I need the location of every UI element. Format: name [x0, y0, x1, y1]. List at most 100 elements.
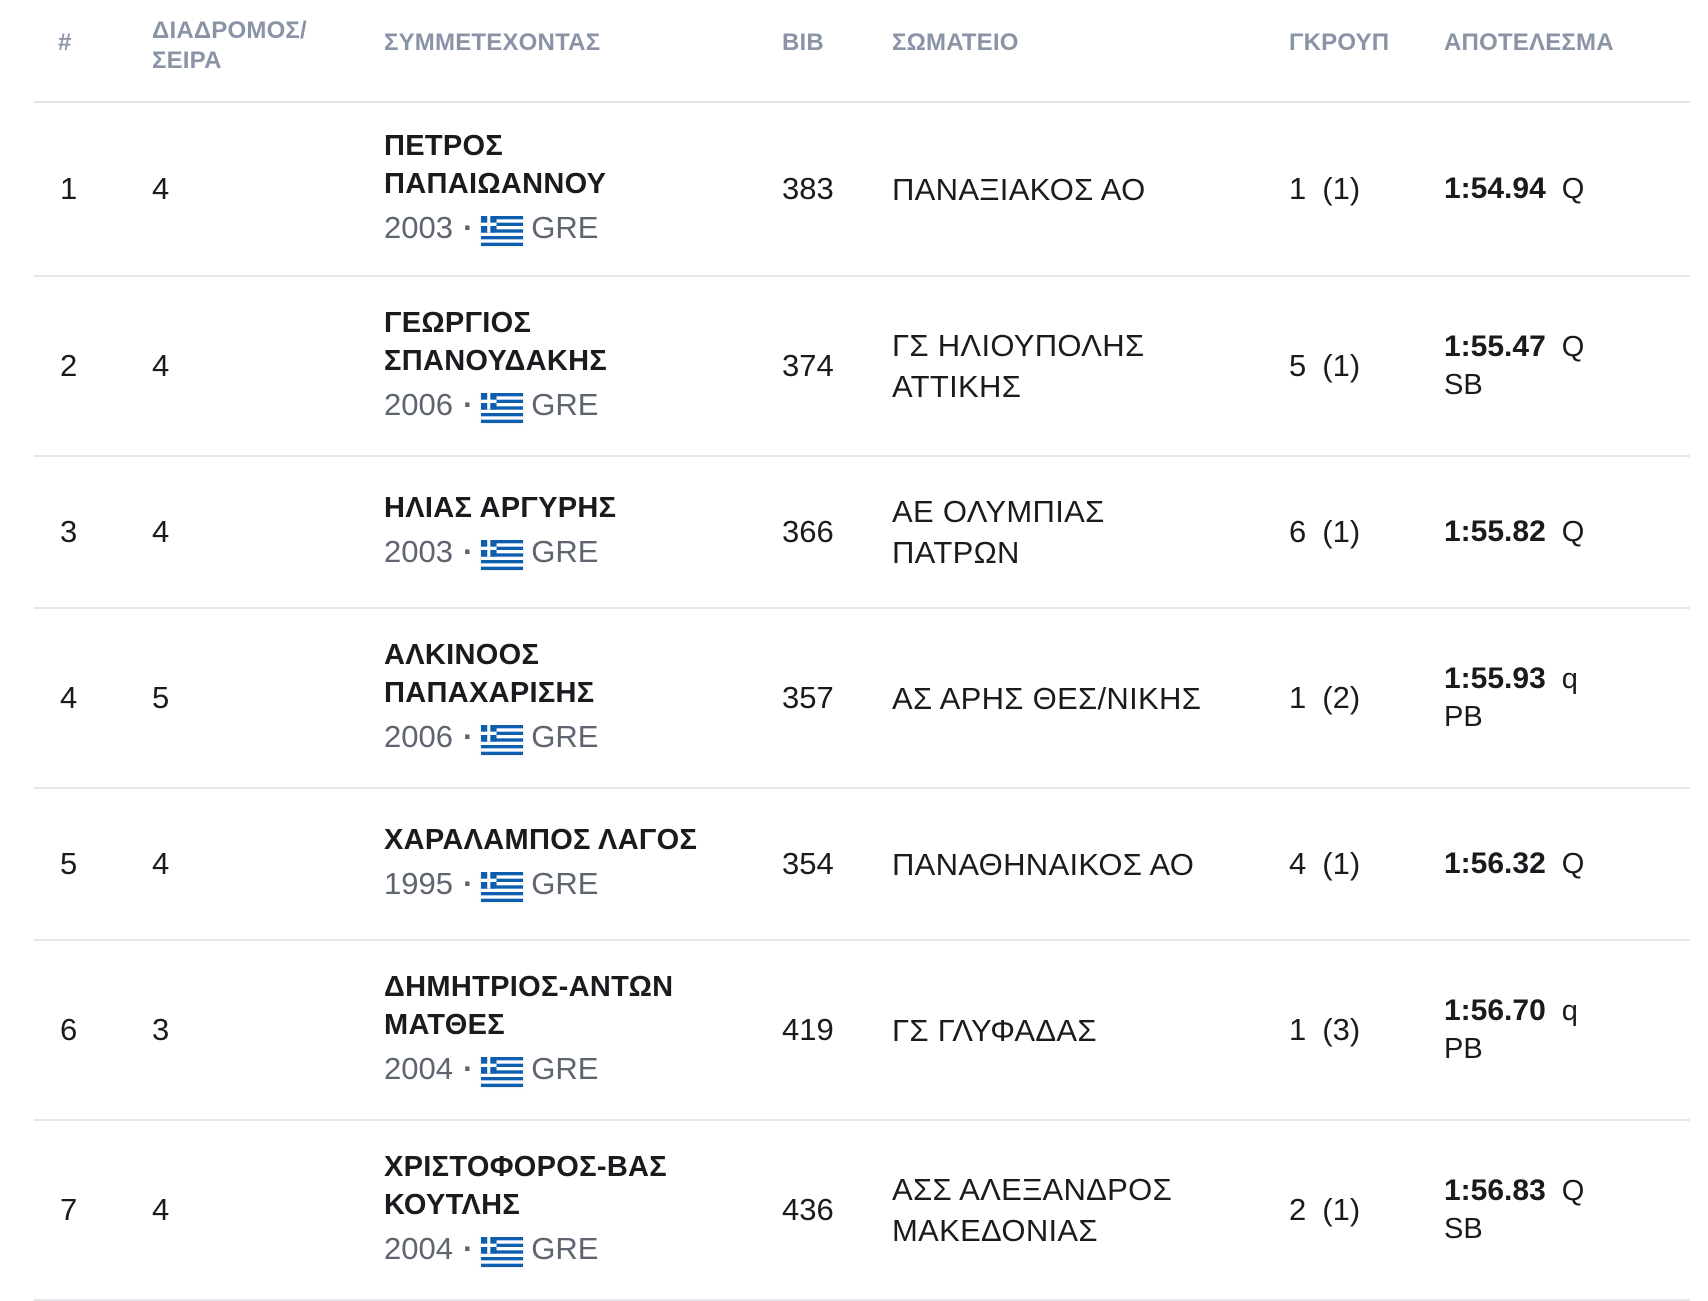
separator-dot: · [462, 1231, 474, 1266]
club-name: ΑΣ ΑΡΗΣ ΘΕΣ/ΝΙΚΗΣ [892, 680, 1202, 716]
athlete-meta: 2006 · GRE [384, 382, 607, 428]
country-code: GRE [531, 534, 599, 569]
athlete-name-link[interactable]: ΠΕΤΡΟΣ ΠΑΠΑΙΩΑΝΝΟΥ [384, 130, 607, 200]
separator-dot: · [462, 534, 474, 569]
club-name: ΓΣ ΓΛΥΦΑΔΑΣ [892, 1012, 1097, 1048]
header-group: ΓΚΡΟΥΠ [1289, 29, 1390, 56]
qualification-mark: Q [1561, 331, 1585, 363]
lane-value: 4 [152, 514, 170, 549]
table-header: # ΔΙΑΔΡΟΜΟΣ/ ΣΕΙΡΑ ΣΥΜΜΕΤΕΧΟΝΤΑΣ BIB ΣΩΜ… [34, 0, 1690, 103]
country-code: GRE [531, 387, 599, 422]
lane-cell: 5 [152, 609, 169, 787]
club-cell: ΑΣΣ ΑΛΕΞΑΝΔΡΟΣ ΜΑΚΕΔΟΝΙΑΣ [892, 1121, 1332, 1299]
table-row[interactable]: 7 4 ΧΡΙΣΤΟΦΟΡΟΣ-ΒΑΣ ΚΟΥΤΛΗΣ 2004 · GRE 436 ΑΣΣ … [34, 1121, 1690, 1301]
result-cell: 1:56.32 Q [1444, 789, 1684, 939]
result-cell: 1:55.82 Q [1444, 457, 1684, 607]
club-cell: ΠΑΝΑΘΗΝΑΙΚΟΣ ΑΟ [892, 789, 1332, 939]
bib-value: 374 [782, 348, 834, 383]
record-badge: PB [1444, 1033, 1483, 1065]
birth-year: 2006 [384, 387, 453, 422]
greece-flag-icon [481, 1054, 524, 1087]
athlete-name-link[interactable]: ΧΑΡΑΛΑΜΠΟΣ ΛΑΓΟΣ [384, 824, 698, 856]
bib-cell: 354 [782, 789, 834, 939]
bib-cell: 436 [782, 1121, 834, 1299]
lane-cell: 4 [152, 1121, 169, 1299]
birth-year: 2003 [384, 534, 453, 569]
table-row[interactable]: 1 4 ΠΕΤΡΟΣ ΠΑΠΑΙΩΑΝΝΟΥ 2003 · GRE 383 ΠΑΝΑΞΙΑΚΟ… [34, 103, 1690, 277]
athlete-name-link[interactable]: ΑΛΚΙΝΟΟΣ ΠΑΠΑΧΑΡΙΣΗΣ [384, 639, 595, 709]
result-time: 1:55.47 [1444, 330, 1546, 363]
results-table: # ΔΙΑΔΡΟΜΟΣ/ ΣΕΙΡΑ ΣΥΜΜΕΤΕΧΟΝΤΑΣ BIB ΣΩΜ… [34, 0, 1690, 1301]
group-value: 1 [1289, 1012, 1307, 1047]
country-code: GRE [531, 210, 599, 245]
greece-flag-icon [481, 537, 524, 570]
club-name: ΑΕ ΟΛΥΜΠΙΑΣ ΠΑΤΡΩΝ [892, 494, 1105, 570]
athlete-meta: 2003 · GRE [384, 529, 616, 575]
group-cell: 2 (1) [1289, 1121, 1360, 1299]
club-cell: ΑΣ ΑΡΗΣ ΘΕΣ/ΝΙΚΗΣ [892, 609, 1332, 787]
group-cell: 1 (2) [1289, 609, 1360, 787]
athlete-cell: ΓΕΩΡΓΙΟΣ ΣΠΑΝΟΥΔΑΚΗΣ 2006 · GRE [384, 277, 764, 455]
result-cell: 1:56.83 Q SB [1444, 1121, 1684, 1299]
athlete-meta: 2006 · GRE [384, 714, 598, 760]
table-row[interactable]: 6 3 ΔΗΜΗΤΡΙΟΣ-ΑΝΤΩΝ ΜΑΤΘΕΣ 2004 · GRE 419 ΓΣ ΓΛ… [34, 941, 1690, 1121]
country-code: GRE [531, 719, 599, 754]
header-athlete: ΣΥΜΜΕΤΕΧΟΝΤΑΣ [384, 29, 601, 56]
table-row[interactable]: 2 4 ΓΕΩΡΓΙΟΣ ΣΠΑΝΟΥΔΑΚΗΣ 2006 · GRE 374 ΓΣ ΗΛΙΟ… [34, 277, 1690, 457]
rank-cell: 2 [60, 277, 77, 455]
group-place: (2) [1322, 680, 1361, 715]
bib-value: 354 [782, 846, 834, 881]
table-row[interactable]: 3 4 ΗΛΙΑΣ ΑΡΓΥΡΗΣ 2003 · GRE 366 ΑΕ ΟΛΥΜΠΙΑΣ ΠΑ… [34, 457, 1690, 609]
rank-value: 2 [60, 348, 78, 383]
rank-value: 7 [60, 1192, 78, 1227]
record-badge: SB [1444, 1213, 1483, 1245]
athlete-cell: ΧΑΡΑΛΑΜΠΟΣ ΛΑΓΟΣ 1995 · GRE [384, 789, 764, 939]
lane-value: 4 [152, 348, 170, 383]
group-place: (1) [1322, 514, 1361, 549]
lane-cell: 4 [152, 277, 169, 455]
separator-dot: · [462, 866, 474, 901]
table-body: 1 4 ΠΕΤΡΟΣ ΠΑΠΑΙΩΑΝΝΟΥ 2003 · GRE 383 ΠΑΝΑΞΙΑΚΟ… [34, 103, 1690, 1301]
bib-cell: 419 [782, 941, 834, 1119]
result-cell: 1:56.70 q PB [1444, 941, 1684, 1119]
group-cell: 4 (1) [1289, 789, 1360, 939]
result-time: 1:56.70 [1444, 994, 1546, 1027]
club-cell: ΓΣ ΓΛΥΦΑΔΑΣ [892, 941, 1332, 1119]
athlete-name-link[interactable]: ΗΛΙΑΣ ΑΡΓΥΡΗΣ [384, 492, 617, 524]
group-value: 6 [1289, 514, 1307, 549]
group-value: 4 [1289, 846, 1307, 881]
rank-value: 4 [60, 680, 78, 715]
athlete-name-link[interactable]: ΧΡΙΣΤΟΦΟΡΟΣ-ΒΑΣ ΚΟΥΤΛΗΣ [384, 1151, 668, 1221]
group-value: 1 [1289, 171, 1307, 206]
table-row[interactable]: 5 4 ΧΑΡΑΛΑΜΠΟΣ ΛΑΓΟΣ 1995 · GRE 354 ΠΑΝΑΘΗΝΑΙΚΟ… [34, 789, 1690, 941]
birth-year: 1995 [384, 866, 453, 901]
rank-value: 3 [60, 514, 78, 549]
record-badge: SB [1444, 369, 1483, 401]
rank-cell: 3 [60, 457, 77, 607]
bib-value: 436 [782, 1192, 834, 1227]
greece-flag-icon [481, 213, 524, 246]
qualification-mark: Q [1561, 848, 1585, 880]
group-place: (1) [1322, 171, 1361, 206]
bib-value: 357 [782, 680, 834, 715]
athlete-name-link[interactable]: ΓΕΩΡΓΙΟΣ ΣΠΑΝΟΥΔΑΚΗΣ [384, 307, 608, 377]
lane-cell: 4 [152, 457, 169, 607]
birth-year: 2006 [384, 719, 453, 754]
athlete-meta: 2004 · GRE [384, 1046, 673, 1092]
group-cell: 6 (1) [1289, 457, 1360, 607]
athlete-cell: ΗΛΙΑΣ ΑΡΓΥΡΗΣ 2003 · GRE [384, 457, 764, 607]
athlete-cell: ΧΡΙΣΤΟΦΟΡΟΣ-ΒΑΣ ΚΟΥΤΛΗΣ 2004 · GRE [384, 1121, 764, 1299]
group-cell: 1 (3) [1289, 941, 1360, 1119]
athlete-name-link[interactable]: ΔΗΜΗΤΡΙΟΣ-ΑΝΤΩΝ ΜΑΤΘΕΣ [384, 971, 674, 1041]
rank-cell: 5 [60, 789, 77, 939]
rank-cell: 7 [60, 1121, 77, 1299]
group-value: 2 [1289, 1192, 1307, 1227]
athlete-cell: ΑΛΚΙΝΟΟΣ ΠΑΠΑΧΑΡΙΣΗΣ 2006 · GRE [384, 609, 764, 787]
country-code: GRE [531, 866, 599, 901]
rank-value: 5 [60, 846, 78, 881]
greece-flag-icon [481, 722, 524, 755]
group-value: 1 [1289, 680, 1307, 715]
table-row[interactable]: 4 5 ΑΛΚΙΝΟΟΣ ΠΑΠΑΧΑΡΙΣΗΣ 2006 · GRE 357 ΑΣ ΑΡΗΣ… [34, 609, 1690, 789]
header-club: ΣΩΜΑΤΕΙΟ [892, 29, 1019, 56]
club-cell: ΠΑΝΑΞΙΑΚΟΣ ΑΟ [892, 103, 1332, 275]
